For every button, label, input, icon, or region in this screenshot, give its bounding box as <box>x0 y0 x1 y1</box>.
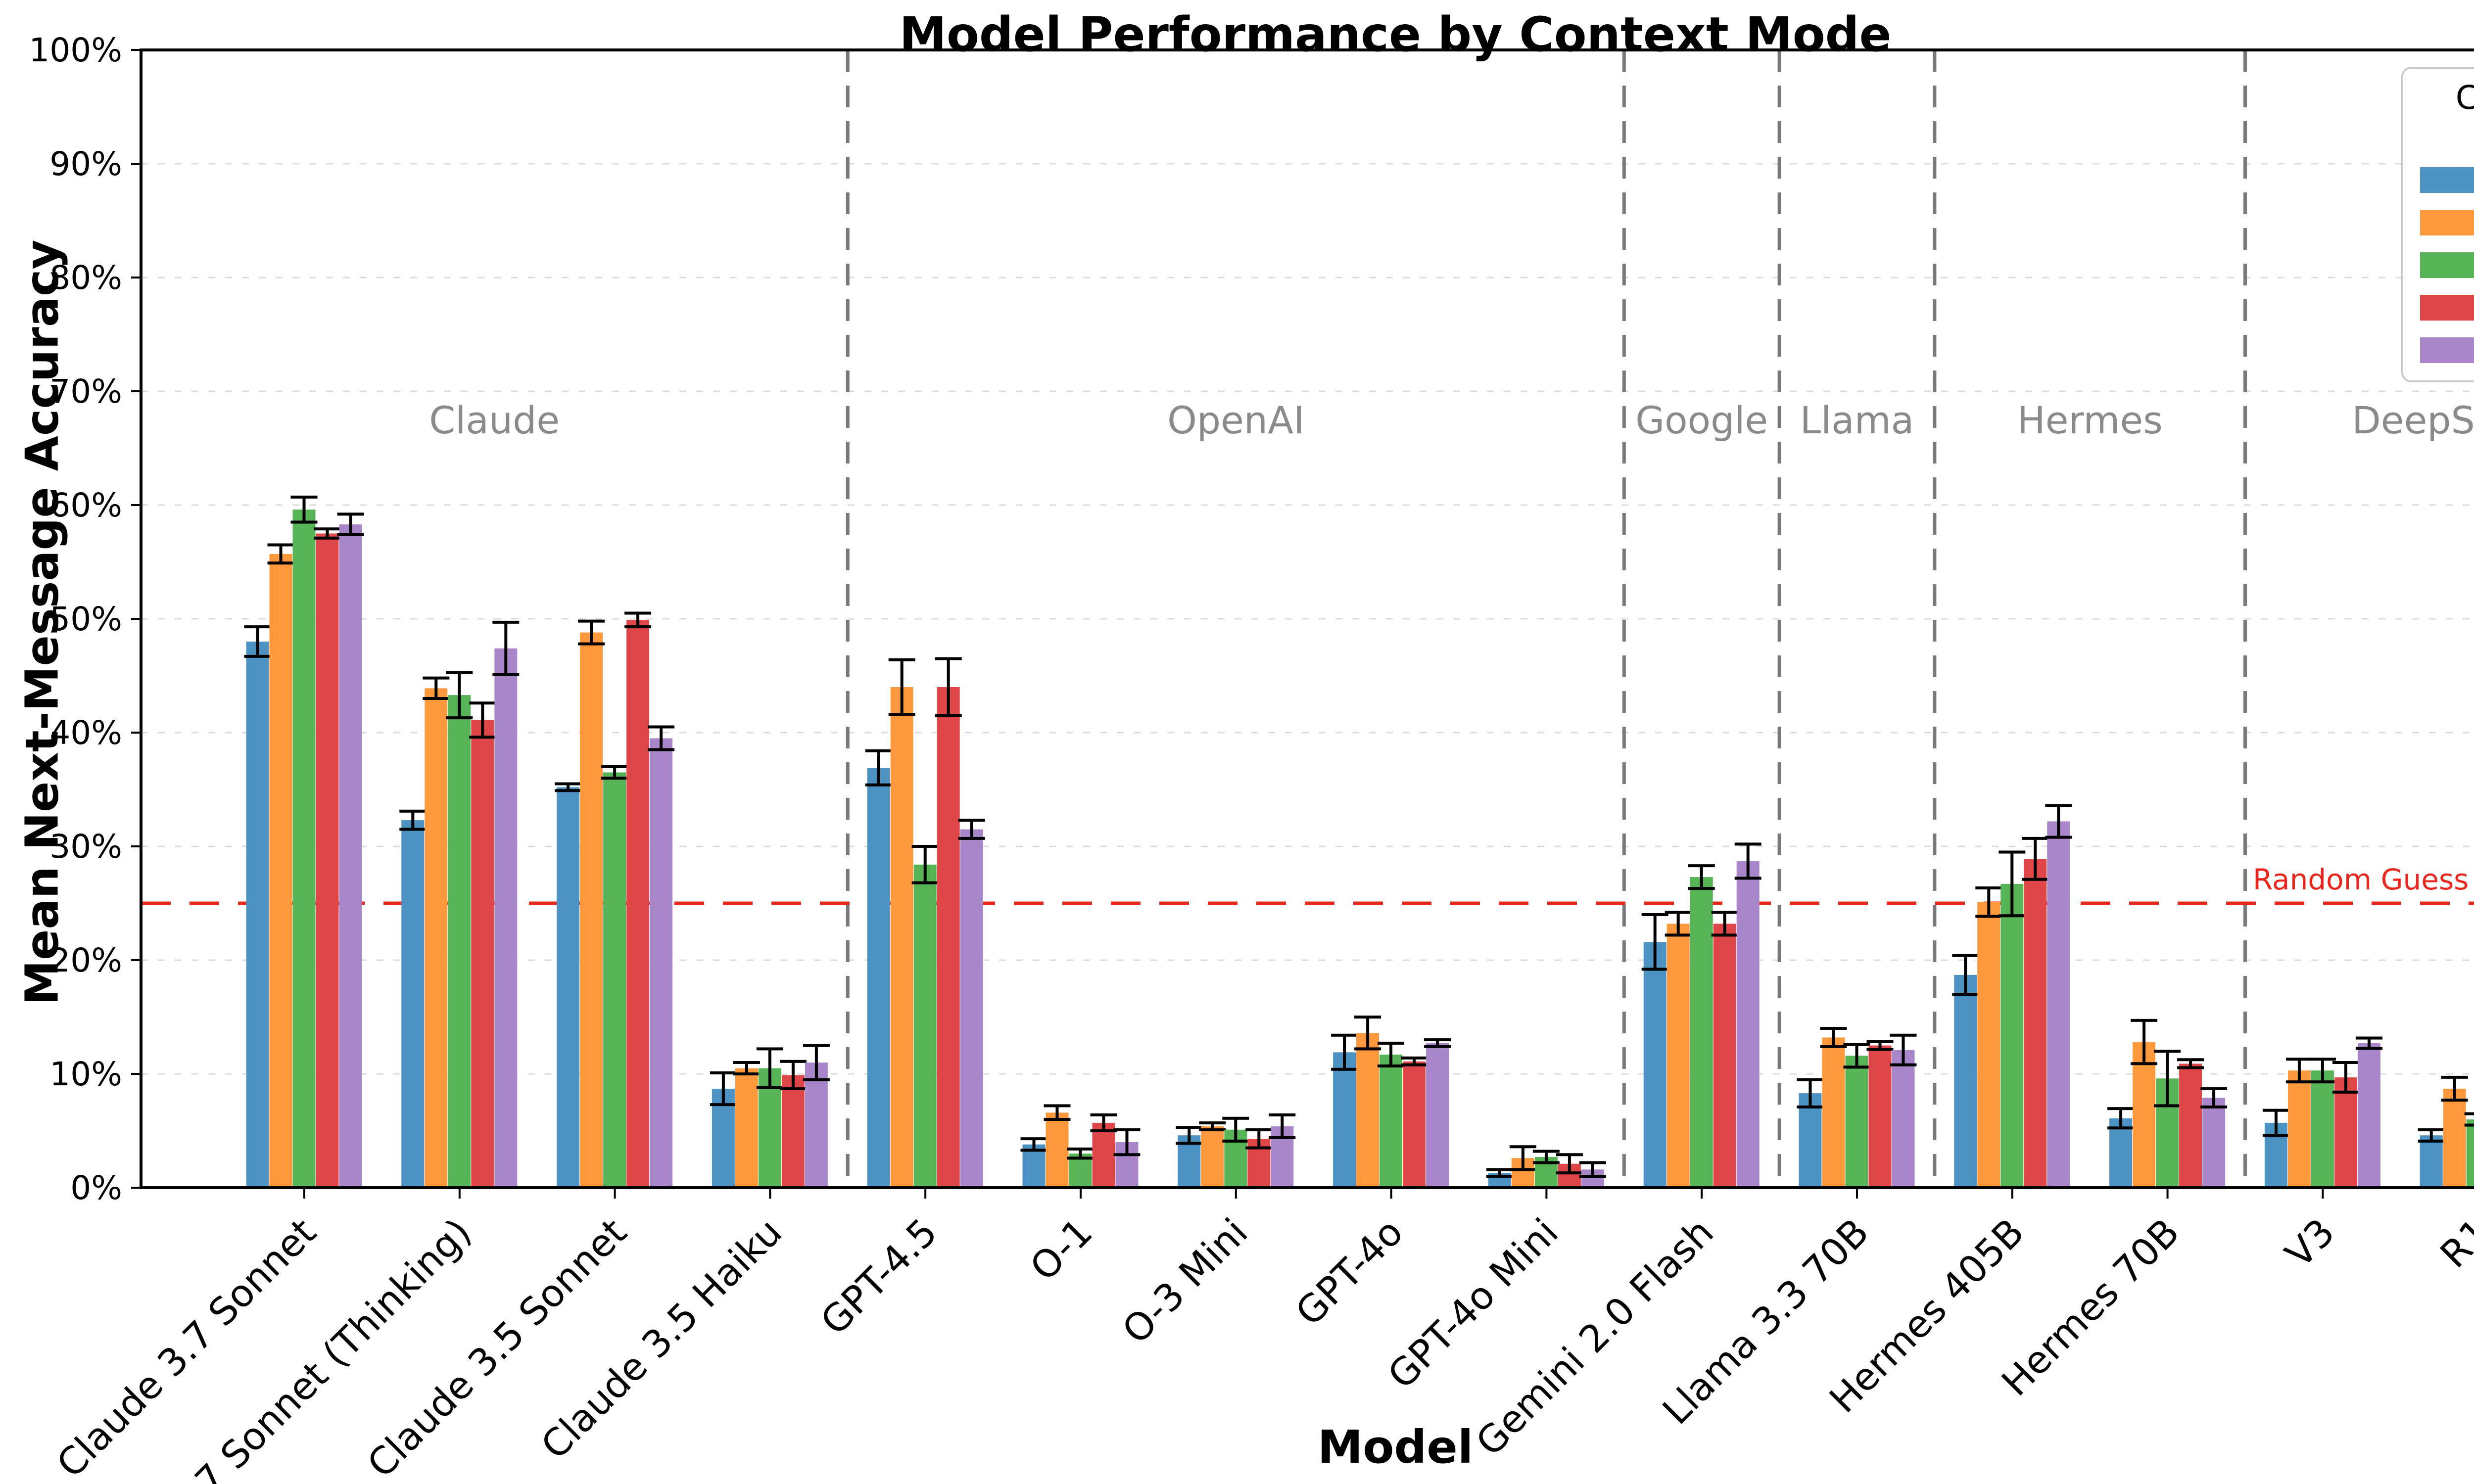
section-label-openai: OpenAI <box>1167 398 1304 442</box>
bar-v3-50-raw <box>2287 1070 2311 1188</box>
bar-gpt-4o-50-raw <box>1356 1033 1380 1188</box>
bar-r1-no-context <box>2420 1135 2443 1188</box>
y-axis-label: Mean Next-Message Accuracy <box>15 239 69 1006</box>
bar-hermes-70b-no-context <box>2109 1118 2133 1188</box>
legend-swatch-50-summary <box>2420 252 2474 278</box>
bar-claude-3-7-sonnet-thinking-50-summary <box>448 695 471 1188</box>
y-tick-label-20: 20% <box>49 941 122 979</box>
bar-hermes-70b-100-summary <box>2202 1098 2226 1188</box>
bar-v3-100-summary <box>2357 1043 2380 1188</box>
bar-gemini-2-0-flash-100-raw <box>1713 924 1736 1188</box>
legend-item-no-context: No Context <box>2420 163 2474 197</box>
bar-hermes-70b-100-raw <box>2179 1064 2202 1188</box>
bar-gpt-4-5-100-raw <box>937 687 960 1188</box>
y-tick-label-60: 60% <box>49 486 122 524</box>
x-tick-label-v3: V3 <box>2277 1210 2343 1276</box>
bar-hermes-405b-100-summary <box>2047 821 2070 1188</box>
bar-claude-3-5-sonnet-no-context <box>557 787 580 1188</box>
bar-claude-3-5-sonnet-50-raw <box>580 632 603 1188</box>
y-tick-label-30: 30% <box>49 828 122 866</box>
legend-swatch-100-summary <box>2420 337 2474 363</box>
chart-title: Model Performance by Context Mode <box>899 7 1892 62</box>
y-tick-label-80: 80% <box>49 259 122 297</box>
legend-swatch-100-raw <box>2420 295 2474 321</box>
bar-r1-50-summary <box>2466 1119 2474 1188</box>
bar-o-1-50-raw <box>1046 1113 1069 1188</box>
bar-hermes-405b-100-raw <box>2024 859 2047 1188</box>
x-tick-label-r1: R1 <box>2431 1210 2474 1276</box>
bar-claude-3-5-haiku-100-raw <box>781 1075 805 1188</box>
section-label-deepseek: DeepSeek <box>2352 398 2474 442</box>
bar-claude-3-7-sonnet-thinking-100-raw <box>471 720 494 1188</box>
bar-llama-3-3-70b-no-context <box>1799 1093 1822 1188</box>
bar-v3-100-raw <box>2334 1077 2357 1188</box>
bar-claude-3-7-sonnet-thinking-no-context <box>401 820 425 1188</box>
x-axis-label: Model <box>1317 1421 1474 1474</box>
bar-claude-3-7-sonnet-no-context <box>246 642 269 1188</box>
bar-hermes-405b-no-context <box>1954 974 1977 1188</box>
bar-claude-3-7-sonnet-thinking-50-raw <box>425 688 448 1188</box>
y-tick-label-50: 50% <box>49 600 122 638</box>
legend-swatch-no-context <box>2420 167 2474 193</box>
bar-gpt-4-5-no-context <box>867 768 890 1188</box>
bar-o-3-mini-50-raw <box>1201 1126 1224 1188</box>
bar-hermes-405b-50-summary <box>2000 883 2024 1188</box>
y-tick-label-90: 90% <box>49 145 122 183</box>
bar-v3-50-summary <box>2311 1070 2334 1188</box>
bar-r1-50-raw <box>2443 1088 2466 1188</box>
bar-claude-3-7-sonnet-100-summary <box>339 524 362 1188</box>
legend-item-50-summary: 50 Summary <box>2420 248 2474 282</box>
bar-o-1-no-context <box>1022 1144 1046 1188</box>
bar-gpt-4-5-50-raw <box>890 687 913 1188</box>
y-tick-label-70: 70% <box>49 372 122 411</box>
bar-claude-3-7-sonnet-thinking-100-summary <box>494 648 518 1188</box>
section-label-llama: Llama <box>1800 398 1914 442</box>
legend-item-100-summary: 100 Summary <box>2420 333 2474 368</box>
bar-llama-3-3-70b-100-raw <box>1868 1045 1892 1188</box>
bar-o-1-100-raw <box>1092 1122 1115 1188</box>
bar-claude-3-7-sonnet-50-raw <box>269 554 292 1188</box>
bar-gemini-2-0-flash-50-raw <box>1666 924 1690 1188</box>
y-tick-label-40: 40% <box>49 714 122 752</box>
y-tick-label-100: 100% <box>29 31 122 69</box>
x-tick-label-gpt-4o: GPT-4o <box>1287 1210 1411 1334</box>
bar-hermes-405b-50-raw <box>1977 902 2000 1188</box>
bar-llama-3-3-70b-100-summary <box>1892 1050 1915 1188</box>
bar-claude-3-7-sonnet-50-summary <box>292 510 316 1188</box>
bar-gemini-2-0-flash-no-context <box>1643 942 1666 1188</box>
legend-title: Context Mode <box>2455 79 2474 117</box>
bar-claude-3-7-sonnet-100-raw <box>316 533 339 1188</box>
bar-gpt-4-5-100-summary <box>960 829 983 1188</box>
bar-gpt-4o-no-context <box>1333 1052 1356 1188</box>
bar-claude-3-5-haiku-50-raw <box>735 1068 758 1188</box>
bar-claude-3-5-sonnet-100-raw <box>626 620 650 1188</box>
bar-llama-3-3-70b-50-raw <box>1822 1037 1845 1188</box>
x-tick-label-o-3-mini: O-3 Mini <box>1114 1210 1256 1352</box>
legend-item-100-raw: 100 Raw <box>2420 290 2474 325</box>
x-tick-label-o-1: O-1 <box>1021 1210 1100 1289</box>
bar-llama-3-3-70b-50-summary <box>1845 1056 1868 1188</box>
section-label-google: Google <box>1635 398 1768 442</box>
x-tick-label-gpt-4-5: GPT-4.5 <box>812 1210 946 1344</box>
bar-hermes-70b-50-raw <box>2133 1042 2156 1188</box>
bar-gpt-4o-100-summary <box>1426 1043 1449 1188</box>
bar-claude-3-5-sonnet-100-summary <box>650 738 673 1188</box>
bar-gemini-2-0-flash-100-summary <box>1736 861 1760 1188</box>
bar-claude-3-5-sonnet-50-summary <box>603 772 626 1188</box>
bar-gemini-2-0-flash-50-summary <box>1690 877 1713 1188</box>
legend: Context Mode No Context 50 Raw 50 Summary 1… <box>2401 67 2474 382</box>
random-guess-label: Random Guess (25%) <box>2253 863 2474 896</box>
bar-gpt-4o-100-raw <box>1403 1061 1426 1188</box>
section-label-hermes: Hermes <box>2017 398 2163 442</box>
bar-gpt-4-5-50-summary <box>913 864 937 1188</box>
legend-item-50-raw: 50 Raw <box>2420 205 2474 240</box>
legend-swatch-50-raw <box>2420 210 2474 235</box>
section-label-claude: Claude <box>429 398 560 442</box>
bar-gpt-4o-50-summary <box>1380 1054 1403 1188</box>
y-tick-label-10: 10% <box>49 1055 122 1093</box>
bar-claude-3-5-haiku-100-summary <box>805 1063 828 1188</box>
y-tick-label-0: 0% <box>70 1169 122 1207</box>
